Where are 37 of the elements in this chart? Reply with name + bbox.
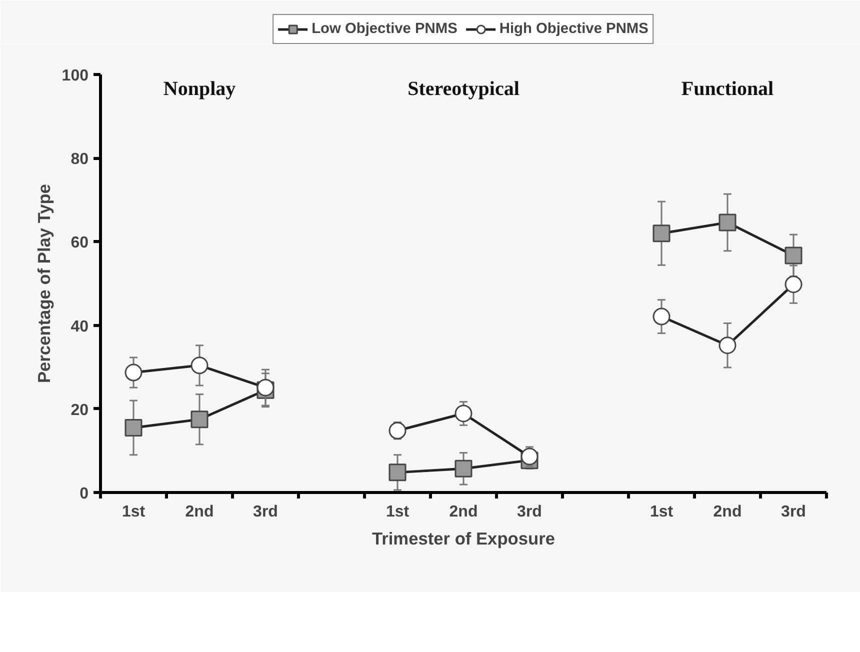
point (520, 448, 538, 466)
x-tick-label: 3rd (517, 504, 542, 520)
y-tick-label: 0 (80, 486, 89, 502)
point (454, 460, 472, 478)
point (190, 356, 208, 374)
y-tick-label: 60 (70, 234, 89, 252)
x-axis-title: Trimester of Exposure (372, 528, 556, 548)
y-tick-label: 40 (70, 318, 89, 336)
point (718, 336, 736, 354)
legend-label: Low Objective PNMS (312, 21, 458, 37)
point (652, 308, 670, 326)
y-tick-label: 80 (70, 151, 89, 168)
x-tick-label: 2nd (713, 504, 742, 520)
point (388, 464, 406, 482)
point (652, 224, 670, 242)
point (454, 404, 472, 422)
y-tick-label: 100 (62, 68, 89, 84)
point (190, 410, 208, 428)
legend-label: High Objective PNMS (499, 21, 648, 37)
point (718, 214, 736, 232)
x-tick-label: 1st (650, 504, 674, 520)
x-tick-label: 3rd (781, 504, 806, 520)
point (124, 364, 142, 382)
point (124, 418, 142, 436)
annotation: Stereotypical (408, 78, 520, 100)
y-tick-label: 20 (70, 402, 89, 419)
x-tick-label: 1st (386, 504, 410, 520)
x-tick-label: 2nd (185, 504, 214, 520)
x-tick-label: 2nd (449, 504, 478, 520)
x-tick-label: 3rd (253, 504, 278, 520)
point (784, 246, 802, 264)
point (784, 276, 802, 294)
annotation: Nonplay (163, 78, 236, 100)
point (388, 422, 406, 440)
x-tick-label: 1st (122, 504, 146, 520)
annotation: Functional (681, 78, 774, 100)
y-axis-title: Percentage of Play Type (34, 184, 54, 384)
